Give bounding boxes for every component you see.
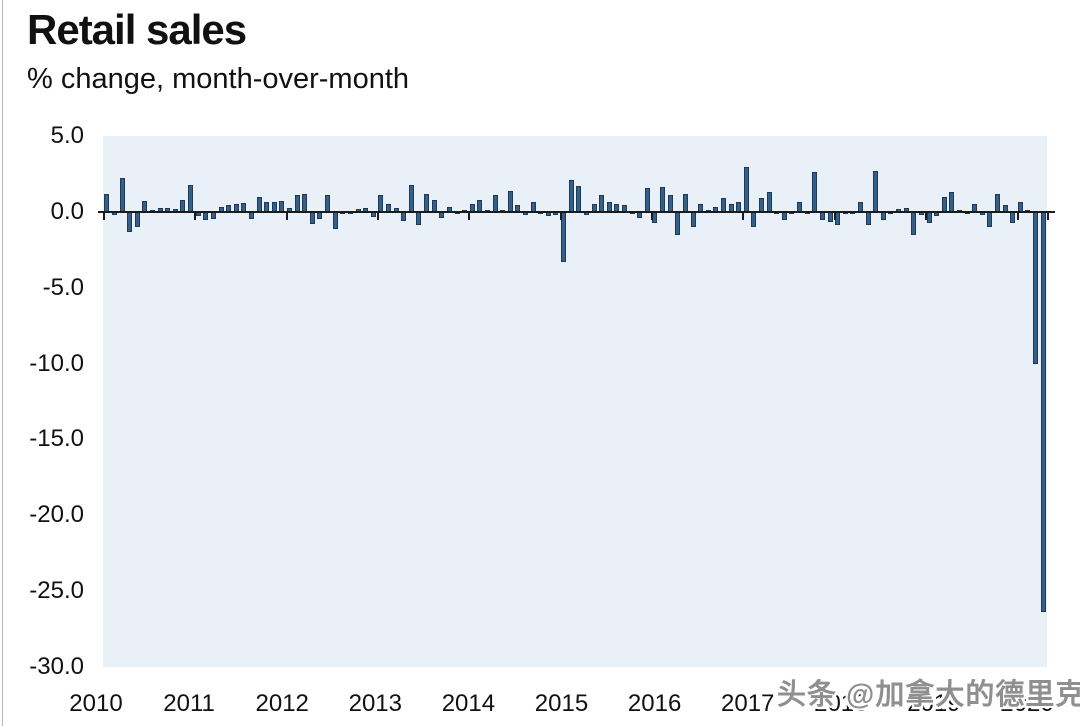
year-boundary-tick [285, 213, 288, 220]
bar [134, 211, 140, 227]
bar [644, 188, 650, 212]
bar [660, 186, 666, 212]
bar [926, 211, 932, 224]
bar [751, 211, 757, 227]
bar [188, 184, 194, 212]
year-boundary-tick [925, 213, 928, 220]
y-axis-tick-label: -20.0 [29, 501, 84, 529]
x-axis-year-label: 2014 [441, 690, 496, 717]
y-axis-tick-label: 5.0 [50, 122, 84, 149]
bar [675, 211, 681, 236]
year-boundary-tick [833, 213, 836, 220]
x-axis-year-label: 2016 [627, 690, 682, 717]
year-boundary-tick [1016, 213, 1019, 220]
bar [1040, 211, 1046, 613]
bar [880, 211, 886, 221]
year-boundary-tick [742, 213, 745, 220]
year-boundary-tick [194, 213, 197, 220]
y-axis-tick-label: -15.0 [29, 425, 84, 453]
bar [492, 195, 498, 212]
y-axis-tick-label: -5.0 [42, 273, 84, 301]
plot-area [103, 136, 1047, 667]
bar [1033, 211, 1039, 364]
bar [682, 193, 688, 212]
watermark: 头条 @加拿大的德里克 [777, 679, 1080, 711]
bar [1010, 211, 1016, 224]
year-boundary-tick [1047, 213, 1049, 220]
bar [378, 195, 384, 212]
x-axis-year-label: 2015 [534, 690, 589, 717]
bar [766, 192, 772, 212]
x-axis-year-label: 2012 [255, 690, 309, 717]
bar [667, 195, 673, 212]
x-axis-year-label: 2018 [814, 690, 868, 717]
year-boundary-tick [559, 213, 562, 220]
bar [294, 195, 300, 212]
x-axis-year-label: 2011 [163, 690, 215, 717]
bar [873, 170, 879, 212]
y-axis-tick-label: -25.0 [29, 577, 84, 605]
bar [309, 211, 315, 224]
year-boundary-tick [377, 213, 380, 220]
bar [302, 193, 308, 212]
bar [599, 195, 605, 212]
y-axis-tick-label: 0.0 [50, 197, 84, 225]
x-axis-year-label: 2013 [348, 690, 402, 717]
bar [119, 178, 125, 212]
bar [203, 211, 209, 221]
bar [690, 211, 696, 227]
bar [835, 211, 841, 226]
chart-title: Retail sales [27, 6, 247, 53]
bar [865, 211, 871, 226]
bar [781, 211, 787, 221]
chart-subtitle: % change, month-over-month [27, 63, 410, 95]
x-axis-year-label: 2019 [907, 690, 961, 717]
bar [987, 211, 993, 227]
year-boundary-tick [468, 213, 471, 220]
bar [416, 211, 422, 226]
bar [256, 196, 262, 212]
bar [819, 211, 825, 221]
bar [941, 196, 947, 212]
bar [561, 211, 567, 262]
bar [995, 193, 1001, 212]
zero-axis-line [98, 211, 1055, 213]
bar [949, 192, 955, 212]
year-boundary-tick [651, 213, 654, 220]
bar [743, 167, 749, 212]
bar [401, 211, 407, 221]
bar [568, 179, 574, 212]
bar [576, 186, 582, 212]
bar [408, 185, 414, 212]
bar [827, 211, 833, 222]
left-edge-line [2, 0, 3, 726]
bar [104, 193, 110, 212]
x-axis-year-label: 2020 [1000, 690, 1054, 717]
x-axis-year-label: 2017 [720, 690, 775, 717]
bar [127, 211, 133, 232]
y-axis-tick-label: -30.0 [29, 653, 84, 680]
year-boundary-tick [103, 213, 105, 220]
bar [652, 211, 658, 224]
bar [812, 172, 818, 212]
x-axis-year-label: 2010 [69, 690, 123, 717]
bar [332, 211, 338, 229]
bar [720, 198, 726, 212]
bar [911, 211, 917, 236]
y-axis-tick-label: -10.0 [29, 349, 84, 377]
bar [325, 195, 331, 212]
bar [507, 190, 513, 212]
bar [759, 198, 765, 212]
bar [424, 193, 430, 212]
